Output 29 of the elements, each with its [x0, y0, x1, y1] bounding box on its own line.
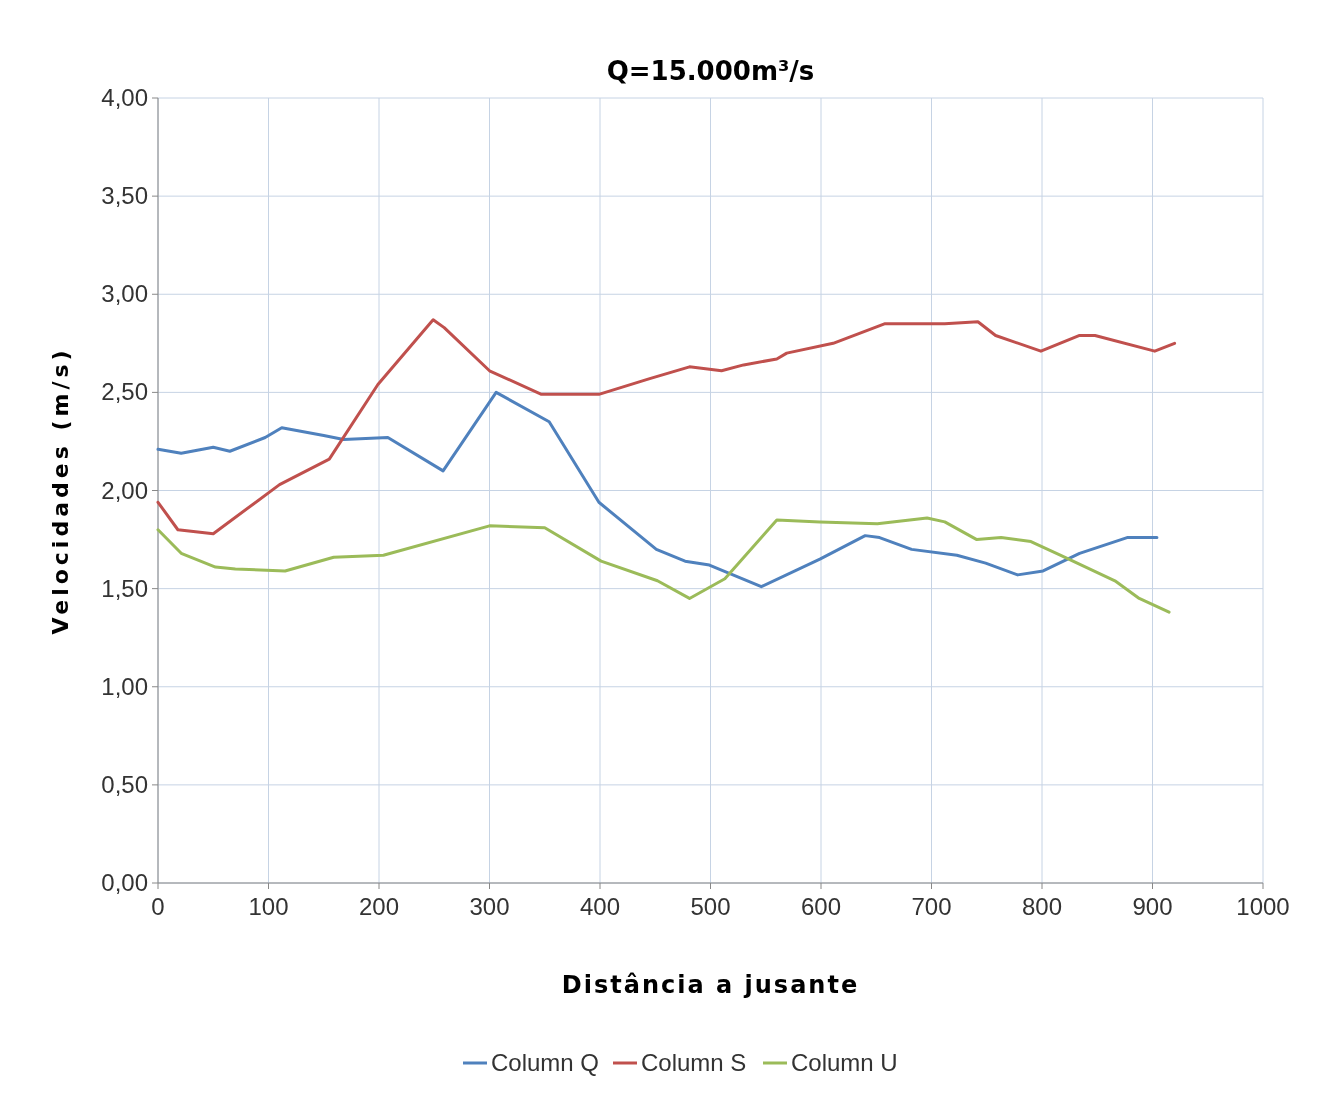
x-axis-title: Distância a jusante	[561, 971, 860, 999]
x-tick-label: 200	[358, 893, 400, 920]
y-tick-label: 1,00	[101, 672, 148, 700]
y-tick-label: 1,50	[101, 574, 148, 602]
y-tick-label: 4,00	[101, 84, 148, 111]
x-tick-label: 500	[690, 893, 731, 920]
legend-label: Column U	[791, 1049, 898, 1076]
x-tick-label: 300	[469, 893, 510, 920]
y-tick-label: 0,50	[101, 770, 148, 798]
y-tick-label: 0,00	[101, 869, 148, 896]
x-tick-label: 1000	[1236, 893, 1290, 920]
chart-title: Q=15.000m³/s	[606, 56, 815, 86]
y-tick-label: 3,00	[101, 280, 148, 308]
x-tick-label: 900	[1132, 893, 1173, 920]
x-tick-label: 800	[1021, 893, 1063, 920]
line-series	[156, 516, 1171, 614]
line-series	[156, 318, 1177, 536]
x-tick-label: 700	[911, 893, 952, 920]
y-tick-label: 2,00	[101, 476, 148, 504]
y-tick-label: 2,50	[101, 378, 148, 406]
x-tick-label: 100	[248, 893, 289, 920]
y-axis-title: Velocidades (m/s)	[48, 346, 73, 635]
x-tick-label: 0	[151, 893, 165, 920]
x-tick-label: 400	[579, 893, 621, 920]
legend-label: Column Q	[491, 1049, 600, 1076]
line-series	[156, 390, 1159, 589]
y-tick-label: 3,50	[101, 182, 148, 210]
x-tick-label: 600	[800, 893, 842, 920]
legend-label: Column S	[641, 1049, 747, 1076]
